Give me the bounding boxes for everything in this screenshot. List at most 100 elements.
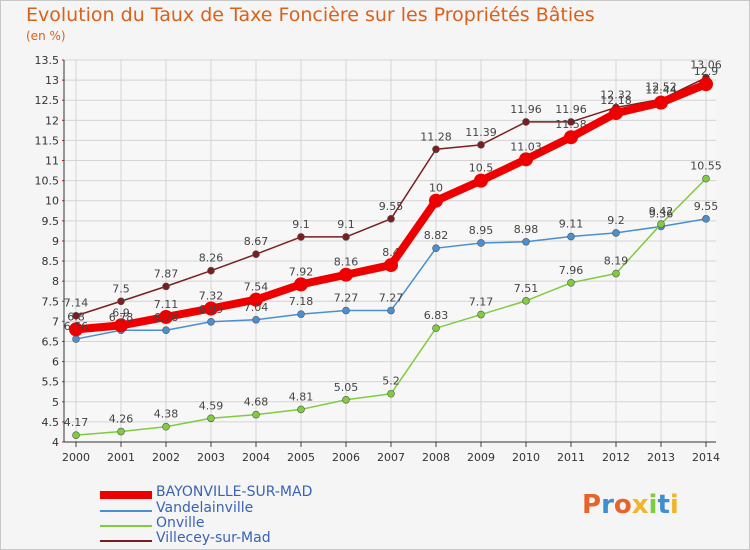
data-point-3 bbox=[432, 145, 440, 154]
data-label-0: 12.18 bbox=[600, 94, 632, 107]
data-label-1: 7.27 bbox=[379, 292, 404, 305]
data-label-2: 4.38 bbox=[154, 408, 179, 421]
data-point-1 bbox=[162, 326, 170, 335]
data-label-2: 9.42 bbox=[649, 205, 674, 218]
proxiti-logo: Proxiti bbox=[582, 490, 679, 520]
x-tick-label: 2002 bbox=[152, 451, 180, 464]
y-tick-label: 12 bbox=[45, 114, 59, 127]
y-tick-label: 4 bbox=[52, 436, 59, 449]
y-tick-label: 13 bbox=[45, 74, 59, 87]
data-label-3: 11.96 bbox=[555, 103, 587, 116]
data-label-1: 6.78 bbox=[109, 311, 134, 324]
data-point-0 bbox=[654, 95, 668, 110]
data-label-3: 8.26 bbox=[199, 252, 224, 265]
data-label-1: 9.36 bbox=[649, 207, 674, 220]
data-label-0: 8.4 bbox=[382, 246, 400, 259]
data-label-3: 13.06 bbox=[690, 59, 722, 72]
x-tick-label: 2003 bbox=[197, 451, 225, 464]
data-label-0: 12.44 bbox=[645, 84, 677, 97]
axes: 4 4.5 5 5.5 6 6.5 7 7.5 8 8.5 9 9.5 10 10.5 11 11.5 12 12… bbox=[35, 54, 721, 464]
x-tick-label: 2013 bbox=[647, 451, 675, 464]
data-label-2: 4.81 bbox=[289, 390, 314, 403]
data-label-2: 8.19 bbox=[604, 255, 629, 268]
y-tick-label: 5 bbox=[52, 396, 59, 409]
data-label-3: 7.14 bbox=[64, 297, 89, 310]
data-point-0 bbox=[429, 193, 443, 208]
y-tick-label: 11 bbox=[45, 155, 59, 168]
data-label-0: 7.32 bbox=[199, 290, 224, 303]
data-label-2: 4.59 bbox=[199, 399, 224, 412]
data-label-2: 4.68 bbox=[244, 396, 269, 409]
data-point-1 bbox=[297, 310, 305, 318]
legend-swatch-bayonville bbox=[100, 491, 152, 499]
data-point-1 bbox=[477, 239, 485, 247]
x-tick-label: 2005 bbox=[287, 451, 315, 464]
data-point-0 bbox=[249, 292, 263, 307]
logo-letter: i bbox=[648, 490, 658, 520]
data-labels: 6.8 6.9 7.11 7.32 7.54 7.92 8.16 8.4 10 10.5 11.03… bbox=[64, 59, 722, 429]
chart-subtitle: (en %) bbox=[26, 29, 66, 43]
legend-swatch-onville bbox=[100, 525, 152, 527]
data-label-1: 9.55 bbox=[694, 200, 719, 213]
series-lines bbox=[69, 73, 713, 439]
data-point-0 bbox=[339, 267, 353, 282]
y-tick-label: 8 bbox=[52, 275, 59, 288]
x-tick-label: 2008 bbox=[422, 451, 450, 464]
data-label-1: 9.2 bbox=[607, 214, 625, 227]
data-label-2: 7.96 bbox=[559, 264, 584, 277]
data-point-1 bbox=[702, 215, 710, 223]
legend-swatch-villecey bbox=[100, 540, 152, 542]
data-label-1: 6.78 bbox=[154, 311, 179, 324]
logo-letter: o bbox=[613, 490, 632, 520]
logo-letter: i bbox=[669, 490, 679, 520]
data-label-0: 6.8 bbox=[67, 310, 85, 323]
data-label-0: 6.9 bbox=[112, 306, 130, 319]
x-tick-label: 2011 bbox=[557, 451, 585, 464]
data-point-0 bbox=[69, 322, 83, 337]
x-tick-label: 2014 bbox=[692, 451, 720, 464]
x-tick-label: 2006 bbox=[332, 451, 360, 464]
chart-title: Evolution du Taux de Taxe Foncière sur l… bbox=[26, 4, 595, 26]
data-point-2 bbox=[342, 395, 350, 404]
data-label-1: 6.99 bbox=[199, 303, 224, 316]
data-point-3 bbox=[477, 141, 485, 149]
data-label-1: 9.11 bbox=[559, 218, 584, 231]
legend-label-bayonville: BAYONVILLE-SUR-MAD bbox=[156, 484, 313, 500]
data-point-2 bbox=[477, 310, 485, 319]
x-tick-label: 2010 bbox=[512, 451, 540, 464]
data-label-1: 6.56 bbox=[64, 320, 89, 333]
data-point-2 bbox=[522, 297, 530, 305]
y-tick-label: 10.5 bbox=[35, 175, 60, 188]
y-tick-label: 7 bbox=[52, 315, 59, 328]
data-label-1: 8.98 bbox=[514, 223, 539, 236]
grid-lines bbox=[64, 59, 716, 443]
data-label-0: 7.54 bbox=[244, 281, 269, 294]
y-tick-label: 5.5 bbox=[42, 376, 60, 389]
data-point-1 bbox=[567, 232, 575, 241]
data-point-2 bbox=[432, 324, 440, 333]
data-label-1: 7.04 bbox=[244, 301, 269, 314]
data-label-3: 9.1 bbox=[337, 218, 355, 231]
data-point-2 bbox=[72, 431, 80, 439]
data-label-0: 11.58 bbox=[555, 118, 587, 131]
data-point-1 bbox=[342, 306, 350, 315]
data-label-3: 12.52 bbox=[645, 80, 677, 93]
logo-letter: r bbox=[601, 490, 614, 520]
logo-letter: x bbox=[631, 490, 649, 520]
data-point-3 bbox=[252, 250, 260, 259]
data-label-2: 6.83 bbox=[424, 309, 449, 322]
y-tick-label: 11.5 bbox=[35, 134, 60, 147]
data-label-2: 10.55 bbox=[690, 160, 722, 173]
data-label-2: 7.17 bbox=[469, 296, 494, 309]
data-label-3: 8.67 bbox=[244, 235, 269, 248]
data-point-1 bbox=[387, 306, 395, 315]
data-label-0: 11.03 bbox=[510, 140, 542, 153]
x-tick-label: 2009 bbox=[467, 451, 495, 464]
y-tick-label: 12.5 bbox=[35, 94, 60, 107]
data-point-2 bbox=[162, 422, 170, 431]
data-point-2 bbox=[252, 410, 260, 419]
data-point-1 bbox=[72, 335, 80, 343]
data-label-0: 7.11 bbox=[154, 298, 179, 311]
data-label-3: 11.28 bbox=[420, 130, 452, 143]
